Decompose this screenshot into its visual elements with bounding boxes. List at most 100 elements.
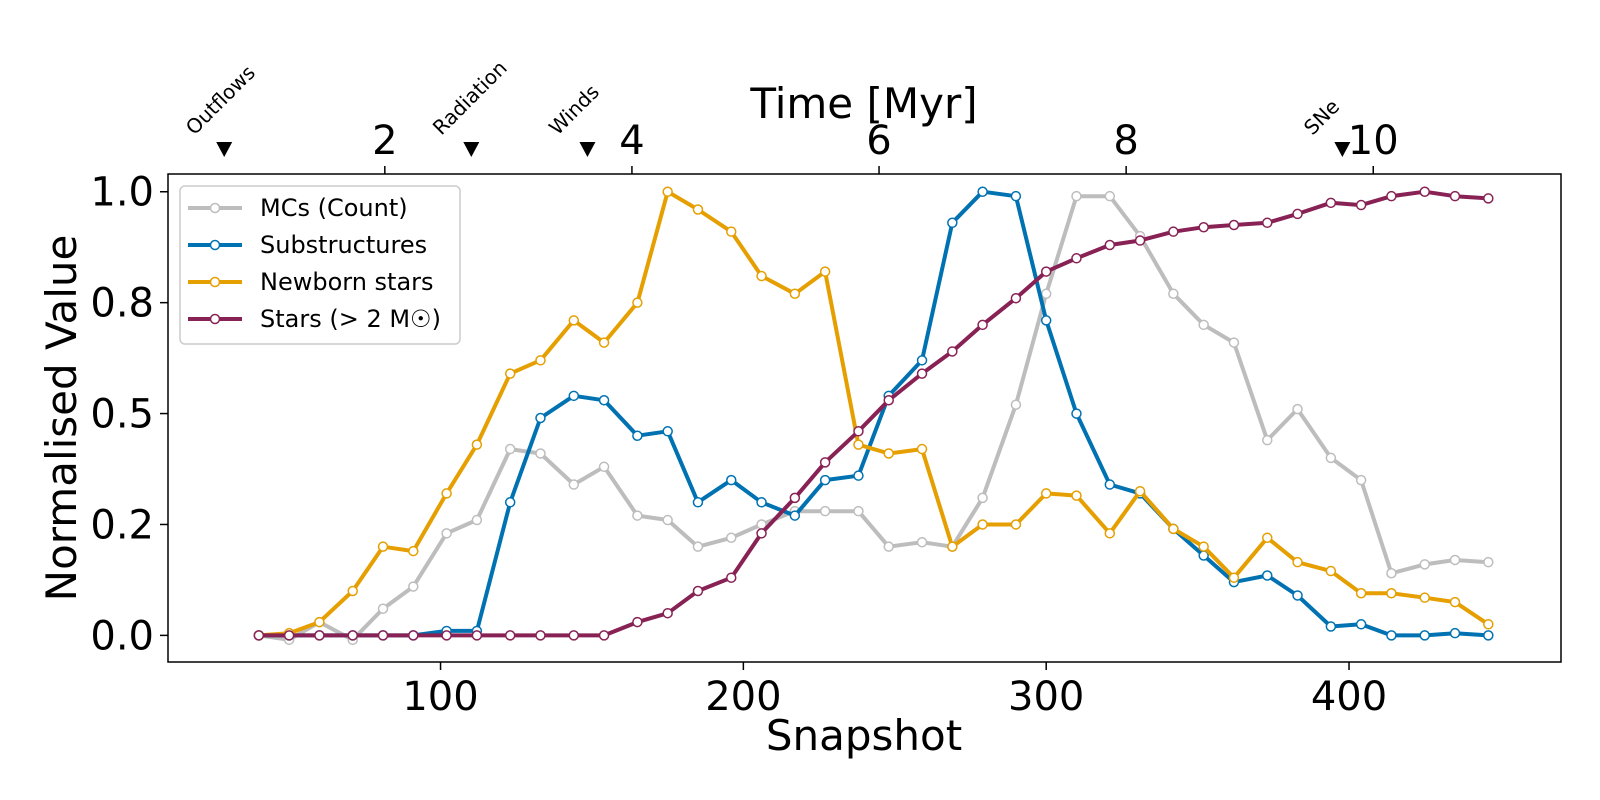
series-3-point-27	[1104, 239, 1116, 251]
series-1-point-16	[756, 497, 767, 508]
series-1-point-25	[1040, 315, 1052, 326]
series-1-point-21	[916, 355, 928, 366]
legend: MCs (Count) Substructures Newborn stars Sta…	[179, 185, 461, 345]
event-marker-sne	[1334, 142, 1351, 157]
top-axis-title: Time [Myr]	[749, 79, 977, 128]
series-3-point-24	[1010, 292, 1022, 304]
legend-label-2: Newborn stars	[260, 268, 434, 296]
x-tick-label-100: 100	[402, 674, 478, 720]
series-2-point-3	[347, 585, 358, 597]
series-1-point-33	[1292, 590, 1303, 601]
series-2-point-19	[853, 439, 864, 450]
series-2-point-15	[726, 226, 737, 237]
series-1-point-38	[1449, 627, 1461, 639]
series-2-point-8	[504, 368, 516, 379]
y-tick-label-0: 0.0	[90, 613, 154, 659]
series-3-point-29	[1168, 226, 1179, 237]
series-2-point-36	[1386, 587, 1397, 599]
series-2-point-39	[1483, 619, 1494, 630]
series-0-point-23	[977, 492, 988, 504]
series-3	[253, 186, 1494, 641]
series-3-point-20	[883, 395, 894, 406]
series-0-point-18	[819, 505, 831, 517]
series-0-point-33	[1292, 403, 1303, 415]
series-2-point-25	[1040, 488, 1052, 499]
series-3-point-34	[1325, 197, 1337, 209]
event-label-winds: Winds	[544, 80, 604, 140]
y-axis-title: Normalised Value	[37, 235, 86, 602]
series-0-point-35	[1355, 474, 1367, 486]
series-0-point-13	[662, 514, 673, 526]
series-1-point-26	[1071, 408, 1082, 419]
y-tick-label-2: 0.5	[90, 392, 154, 438]
series-3-point-38	[1449, 190, 1461, 202]
series-2-point-28	[1134, 485, 1146, 497]
series-1-point-19	[853, 470, 864, 481]
series-3-point-12	[632, 616, 643, 628]
series-0-point-26	[1071, 190, 1082, 202]
series-3-point-32	[1262, 217, 1273, 229]
series-3-point-16	[756, 528, 767, 539]
series-0-point-36	[1386, 568, 1397, 579]
series-2-point-27	[1104, 528, 1116, 539]
series-3-point-23	[977, 319, 988, 331]
series-3-point-17	[789, 492, 801, 504]
series-2-point-23	[977, 519, 988, 530]
series-0-point-32	[1262, 434, 1273, 446]
series-0-point-39	[1483, 556, 1494, 568]
series-0-point-38	[1449, 554, 1461, 566]
series-3-point-21	[916, 368, 928, 379]
series-1-point-14	[692, 497, 704, 508]
series-3-point-2	[314, 630, 325, 641]
series-2-point-6	[441, 488, 452, 499]
legend-marker-0	[209, 202, 221, 214]
series-layer	[253, 186, 1494, 646]
legend-marker-2	[209, 276, 221, 288]
series-1-point-10	[568, 390, 580, 402]
series-0-point-14	[692, 541, 704, 552]
series-1-point-23	[977, 186, 988, 197]
series-1-point-17	[789, 510, 801, 521]
series-1-point-37	[1419, 630, 1430, 641]
event-label-outflows: Outflows	[181, 60, 260, 139]
series-3-point-39	[1483, 193, 1494, 204]
top-tick-label-6: 6	[866, 118, 891, 164]
series-0-point-31	[1228, 337, 1240, 348]
series-1-point-24	[1010, 190, 1022, 202]
series-1-point-13	[662, 426, 673, 437]
series-2-point-4	[377, 541, 389, 552]
series-1-point-11	[598, 395, 610, 406]
series-2-point-17	[789, 288, 801, 300]
y-tick-label-1: 0.2	[90, 502, 154, 548]
series-2-point-35	[1355, 587, 1367, 599]
series-1-point-22	[947, 217, 958, 229]
series-2-point-7	[471, 439, 483, 450]
series-1-point-35	[1355, 619, 1367, 630]
top-tick-label-4: 4	[619, 118, 644, 164]
legend-label-3: Stars (> 2 M☉)	[260, 305, 441, 333]
series-line-2	[258, 189, 1490, 638]
series-0-point-15	[726, 532, 737, 544]
series-3-point-5	[408, 630, 419, 641]
series-0-point-19	[853, 505, 864, 517]
event-marker-radiation	[463, 142, 480, 157]
series-2-point-22	[947, 541, 958, 552]
series-1-point-18	[819, 474, 831, 486]
series-3-point-30	[1198, 221, 1209, 233]
series-2-point-34	[1325, 565, 1337, 577]
series-1-point-8	[504, 497, 516, 508]
series-0-point-29	[1168, 288, 1179, 300]
series-2-point-16	[756, 270, 767, 282]
series-2-point-14	[692, 204, 704, 215]
series-0-point-8	[504, 443, 516, 455]
y-tick-label-3: 0.8	[90, 281, 154, 327]
series-3-point-8	[504, 630, 516, 641]
series-3-point-25	[1040, 266, 1052, 277]
series-3-point-10	[568, 630, 580, 641]
series-line-1	[258, 189, 1489, 638]
series-0-point-6	[441, 528, 452, 539]
series-1-point-27	[1104, 479, 1116, 490]
series-1-point-15	[726, 474, 737, 486]
series-2-point-26	[1071, 490, 1082, 501]
